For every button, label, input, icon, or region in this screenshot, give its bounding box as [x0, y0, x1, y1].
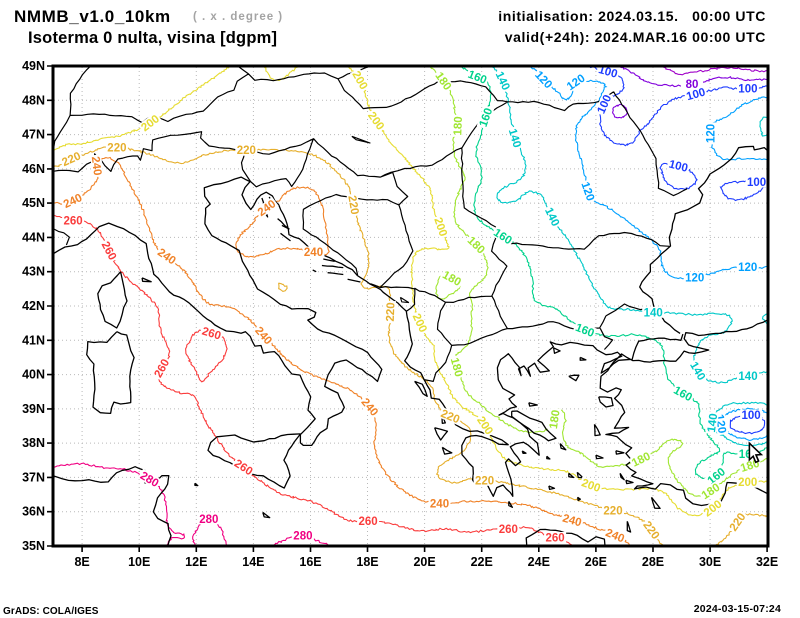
svg-text:220: 220 [237, 145, 256, 157]
svg-text:220: 220 [345, 195, 360, 216]
svg-text:48N: 48N [22, 93, 45, 107]
svg-text:140: 140 [738, 371, 757, 383]
svg-text:45N: 45N [22, 196, 45, 210]
svg-text:120: 120 [685, 273, 704, 285]
svg-text:26E: 26E [585, 555, 607, 569]
svg-text:100: 100 [747, 177, 766, 189]
svg-text:220: 220 [385, 302, 398, 322]
svg-text:140: 140 [506, 127, 523, 149]
svg-text:16E: 16E [299, 555, 321, 569]
svg-text:180: 180 [548, 409, 563, 430]
svg-text:42N: 42N [22, 299, 45, 313]
svg-text:20E: 20E [413, 555, 435, 569]
svg-text:Isoterma 0 nulta, visina [dgpm: Isoterma 0 nulta, visina [dgpm] [28, 29, 277, 47]
svg-text:200: 200 [738, 477, 757, 489]
svg-text:41N: 41N [22, 333, 45, 347]
svg-text:260: 260 [200, 326, 222, 343]
svg-text:12E: 12E [185, 555, 207, 569]
svg-text:2024-03-15-07:24: 2024-03-15-07:24 [694, 603, 781, 615]
svg-text:43N: 43N [22, 265, 45, 279]
svg-text:49N: 49N [22, 59, 45, 73]
svg-text:240: 240 [89, 156, 103, 177]
svg-text:18E: 18E [356, 555, 378, 569]
svg-text:180: 180 [452, 116, 465, 136]
svg-text:260: 260 [546, 533, 565, 545]
svg-text:140: 140 [644, 307, 663, 319]
svg-text:280: 280 [293, 531, 312, 543]
svg-text:( . x . degree ): ( . x . degree ) [193, 11, 283, 23]
svg-text:35N: 35N [22, 539, 45, 553]
svg-text:44N: 44N [22, 230, 45, 244]
svg-text:initialisation: 2024.03.15.: initialisation: 2024.03.15. 00:00 UTC [498, 8, 766, 24]
svg-text:32E: 32E [756, 555, 778, 569]
svg-text:100: 100 [667, 159, 689, 175]
svg-text:100: 100 [742, 410, 761, 422]
svg-text:14E: 14E [242, 555, 264, 569]
svg-text:240: 240 [430, 498, 449, 510]
svg-text:140: 140 [706, 413, 720, 434]
svg-text:100: 100 [685, 86, 707, 103]
svg-text:260: 260 [499, 524, 518, 536]
svg-text:40N: 40N [22, 368, 45, 382]
svg-text:240: 240 [561, 513, 583, 530]
svg-text:22E: 22E [471, 555, 493, 569]
svg-text:240: 240 [304, 247, 323, 259]
svg-text:280: 280 [199, 514, 218, 526]
svg-text:NMMB_v1.0_10km: NMMB_v1.0_10km [14, 7, 171, 26]
svg-text:220: 220 [107, 143, 126, 155]
svg-text:8E: 8E [74, 555, 89, 569]
svg-text:120: 120 [578, 181, 596, 203]
svg-text:260: 260 [359, 516, 378, 528]
svg-text:100: 100 [738, 84, 757, 96]
svg-text:80: 80 [686, 79, 699, 91]
svg-text:28E: 28E [642, 555, 664, 569]
svg-text:120: 120 [705, 124, 717, 143]
svg-text:37N: 37N [22, 470, 45, 484]
svg-text:260: 260 [64, 216, 83, 228]
svg-text:220: 220 [475, 475, 494, 487]
svg-text:24E: 24E [528, 555, 550, 569]
svg-text:valid(+24h): 2024.MAR.16 00:00: valid(+24h): 2024.MAR.16 00:00 UTC [505, 29, 766, 45]
svg-text:36N: 36N [22, 505, 45, 519]
svg-text:120: 120 [738, 262, 757, 274]
svg-text:10E: 10E [128, 555, 150, 569]
svg-text:200: 200 [431, 216, 449, 238]
svg-text:220: 220 [603, 505, 622, 517]
svg-text:46N: 46N [22, 162, 45, 176]
svg-text:30E: 30E [699, 555, 721, 569]
svg-text:47N: 47N [22, 128, 45, 142]
svg-text:38N: 38N [22, 436, 45, 450]
svg-text:160: 160 [478, 107, 496, 129]
svg-text:GrADS: COLA/IGES: GrADS: COLA/IGES [3, 606, 99, 617]
svg-text:180: 180 [448, 357, 465, 379]
svg-text:39N: 39N [22, 402, 45, 416]
